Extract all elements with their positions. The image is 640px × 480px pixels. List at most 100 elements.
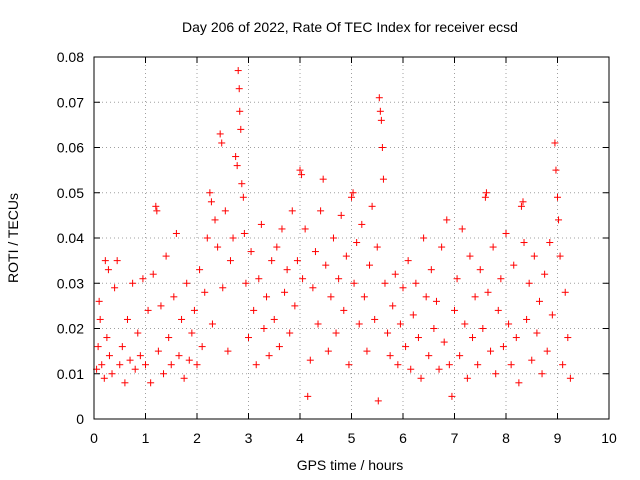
data-point bbox=[348, 193, 355, 201]
data-point bbox=[425, 352, 433, 360]
data-point bbox=[317, 207, 325, 215]
data-point bbox=[208, 320, 216, 328]
chart-title: Day 206 of 2022, Rate Of TEC Index for r… bbox=[182, 19, 518, 35]
data-point bbox=[247, 248, 255, 256]
data-point bbox=[250, 306, 258, 314]
data-point bbox=[175, 352, 183, 360]
x-tick-label: 9 bbox=[554, 430, 562, 446]
x-tick-label: 3 bbox=[245, 430, 253, 446]
data-point bbox=[193, 361, 201, 369]
data-point bbox=[178, 315, 186, 323]
data-point bbox=[152, 202, 160, 210]
data-point bbox=[517, 202, 525, 210]
data-point bbox=[198, 343, 206, 351]
data-point bbox=[414, 334, 422, 342]
data-point bbox=[327, 293, 335, 301]
data-point bbox=[552, 166, 560, 174]
data-point bbox=[214, 243, 222, 251]
data-point bbox=[301, 225, 309, 233]
data-point bbox=[559, 361, 567, 369]
data-point bbox=[286, 329, 294, 337]
data-point bbox=[456, 352, 464, 360]
data-point bbox=[236, 107, 244, 115]
y-tick-label: 0.05 bbox=[57, 185, 84, 201]
data-point bbox=[374, 397, 382, 405]
data-point bbox=[349, 189, 357, 197]
data-point bbox=[394, 361, 402, 369]
data-point bbox=[337, 211, 345, 219]
y-tick-label: 0.03 bbox=[57, 275, 84, 291]
data-point bbox=[165, 334, 173, 342]
data-point bbox=[335, 275, 343, 283]
data-point bbox=[268, 257, 276, 265]
data-point bbox=[147, 379, 155, 387]
x-axis-label: GPS time / hours bbox=[297, 457, 404, 473]
data-point bbox=[104, 266, 112, 274]
data-point bbox=[479, 325, 487, 332]
data-point bbox=[234, 67, 242, 75]
data-point bbox=[149, 270, 157, 278]
data-point bbox=[134, 329, 142, 337]
data-point bbox=[451, 306, 458, 314]
data-point bbox=[116, 361, 124, 369]
data-point bbox=[281, 288, 289, 296]
data-point bbox=[237, 125, 245, 133]
data-point bbox=[257, 220, 265, 228]
data-point bbox=[391, 270, 399, 278]
data-point bbox=[235, 85, 243, 93]
data-point bbox=[342, 252, 350, 260]
data-point bbox=[319, 175, 327, 183]
data-point bbox=[126, 356, 134, 364]
grid bbox=[94, 57, 609, 419]
data-point bbox=[299, 275, 307, 283]
data-point bbox=[471, 293, 479, 301]
data-point bbox=[245, 334, 252, 342]
data-point bbox=[461, 320, 469, 328]
data-point bbox=[469, 334, 477, 342]
data-point bbox=[389, 302, 397, 310]
data-point bbox=[363, 347, 371, 355]
data-point bbox=[533, 329, 541, 337]
data-point bbox=[482, 189, 490, 197]
data-point bbox=[443, 216, 451, 224]
data-point bbox=[399, 284, 407, 292]
data-point bbox=[505, 320, 513, 328]
data-point bbox=[402, 343, 410, 351]
data-point bbox=[329, 234, 337, 242]
x-tick-label: 0 bbox=[90, 430, 98, 446]
data-point bbox=[270, 315, 278, 323]
data-point bbox=[154, 347, 162, 355]
data-point bbox=[499, 343, 507, 351]
data-point bbox=[203, 234, 211, 242]
data-point bbox=[564, 334, 572, 342]
data-point bbox=[296, 166, 304, 174]
x-tick-label: 1 bbox=[142, 430, 150, 446]
data-point bbox=[252, 361, 260, 369]
data-point bbox=[377, 116, 385, 124]
y-tick-label: 0.04 bbox=[57, 230, 84, 246]
data-point bbox=[381, 279, 389, 287]
data-point bbox=[98, 361, 106, 369]
data-point bbox=[360, 293, 368, 301]
data-point bbox=[96, 315, 104, 323]
data-point bbox=[484, 288, 492, 296]
data-point bbox=[379, 175, 387, 183]
data-point bbox=[438, 243, 446, 251]
data-point bbox=[502, 229, 510, 237]
data-point bbox=[407, 365, 415, 373]
data-point bbox=[541, 270, 549, 278]
data-point bbox=[226, 257, 234, 265]
data-point bbox=[523, 315, 531, 323]
data-point bbox=[265, 352, 273, 360]
data-point bbox=[409, 311, 417, 319]
data-point bbox=[242, 279, 250, 287]
y-tick-label: 0 bbox=[76, 411, 84, 427]
data-point bbox=[185, 356, 193, 364]
data-point bbox=[190, 306, 198, 314]
data-point bbox=[206, 189, 214, 197]
data-point bbox=[555, 216, 563, 224]
data-point bbox=[180, 374, 188, 382]
axis-ticks bbox=[93, 56, 610, 420]
data-point bbox=[324, 347, 332, 355]
